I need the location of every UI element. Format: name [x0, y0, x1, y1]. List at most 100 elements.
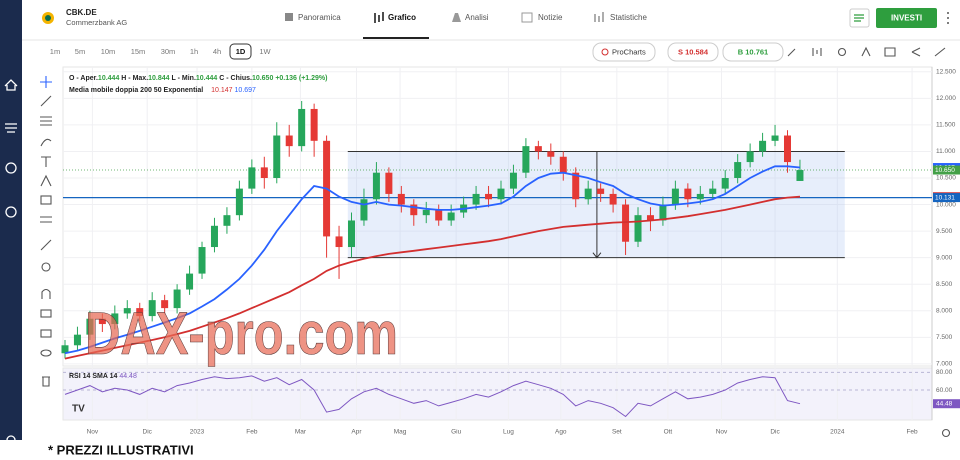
- procharts-label[interactable]: ProCharts: [612, 47, 646, 56]
- watchlist-icon: [854, 14, 864, 22]
- y-tick-label: 10.500: [936, 175, 956, 182]
- camera-icon[interactable]: [884, 47, 896, 57]
- candle-body: [671, 188, 679, 205]
- timeframe[interactable]: 1W: [259, 47, 271, 56]
- fullscreen-icon[interactable]: [934, 47, 946, 57]
- candle-body: [497, 188, 505, 200]
- candle-body: [796, 170, 804, 181]
- lock-tool[interactable]: [40, 309, 52, 318]
- timeframe[interactable]: 10m: [101, 47, 116, 56]
- drawing-tools: [40, 76, 52, 387]
- ruler-tool[interactable]: [40, 239, 52, 251]
- menu-dot[interactable]: [947, 17, 949, 19]
- candle-body: [609, 193, 617, 205]
- line-layer: [64, 165, 801, 418]
- tab[interactable]: Notizie: [538, 13, 563, 22]
- timeframe[interactable]: 30m: [161, 47, 176, 56]
- candle-body: [310, 108, 318, 141]
- company-name: Commerzbank AG: [66, 18, 127, 27]
- settings-icon[interactable]: [6, 435, 16, 445]
- rsi-legend: RSI 14 SMA 14 44.48: [69, 373, 137, 380]
- pattern-tool[interactable]: [40, 174, 52, 187]
- candle-body: [61, 345, 69, 354]
- timeframe-active-box[interactable]: [229, 43, 252, 60]
- y-tick-label: 12.000: [936, 95, 956, 102]
- tab[interactable]: Analisi: [465, 13, 489, 22]
- delete-tool[interactable]: [42, 376, 50, 387]
- candle-body: [584, 188, 592, 200]
- candle-body: [696, 193, 704, 200]
- candle-body: [298, 108, 306, 147]
- tab-icon: [285, 13, 293, 21]
- share-icon[interactable]: [911, 47, 921, 57]
- candle-body: [360, 199, 368, 221]
- text-tool[interactable]: [41, 156, 51, 167]
- timeframe[interactable]: 5m: [75, 47, 85, 56]
- settings-icon[interactable]: [837, 47, 847, 57]
- side-nav: [0, 0, 22, 440]
- home-icon[interactable]: [4, 79, 18, 91]
- tab[interactable]: Statistiche: [610, 13, 647, 22]
- candle-body: [136, 308, 144, 317]
- tab-icon: [452, 13, 461, 22]
- magnet-tool[interactable]: [41, 288, 51, 300]
- forecast-tool[interactable]: [40, 195, 52, 205]
- timeframe[interactable]: 4h: [213, 47, 221, 56]
- menu-dot[interactable]: [947, 12, 949, 14]
- candle-body: [547, 151, 555, 157]
- candle-body: [534, 146, 542, 152]
- measure-tool[interactable]: [40, 216, 52, 223]
- price-tag-label: 10.131: [935, 195, 955, 202]
- tab-active[interactable]: Grafico: [388, 13, 416, 22]
- label-layer: 12.500 12.000 11.500 11.000 10.500 10.000 9.50…: [87, 68, 960, 436]
- x-tick-label: Nov: [87, 429, 99, 436]
- indicator-icon[interactable]: [812, 48, 822, 56]
- brush-tool[interactable]: [40, 138, 52, 147]
- invest-button[interactable]: [876, 8, 937, 28]
- candle-body: [260, 167, 268, 178]
- zoom-tool[interactable]: [41, 262, 51, 272]
- timeframe-active[interactable]: 1D: [236, 47, 246, 56]
- ohlc-legend: O - Aper.10.444 H - Max.10.844 L - Min.1…: [69, 75, 327, 82]
- ma-legend-title: Media mobile doppia 200 50 Exponential: [69, 87, 203, 94]
- candle-body: [273, 135, 281, 178]
- rsi-panel: [62, 367, 933, 421]
- crosshair-tool[interactable]: [40, 76, 52, 88]
- candle-body: [622, 204, 630, 242]
- timeframe[interactable]: 1h: [190, 47, 198, 56]
- x-tick-label: 2024: [830, 429, 845, 436]
- tab-icon: [374, 12, 384, 23]
- x-tick-label: Lug: [503, 429, 514, 436]
- invest-button-label[interactable]: INVESTI: [891, 14, 922, 23]
- buy-price[interactable]: B 10.761: [738, 47, 768, 56]
- markets-icon[interactable]: [5, 123, 17, 133]
- timeframe[interactable]: 15m: [131, 47, 146, 56]
- sell-price[interactable]: S 10.584: [678, 47, 709, 56]
- ohlc-value: 10.844: [148, 75, 170, 82]
- y-tick-label: 11.500: [936, 122, 956, 129]
- visibility-tool[interactable]: [40, 349, 52, 357]
- portfolio-icon[interactable]: [5, 162, 17, 174]
- line-tool[interactable]: [40, 95, 52, 107]
- candle-body: [709, 188, 717, 194]
- procharts-button[interactable]: [592, 42, 656, 62]
- watermark: DAX-pro.com: [85, 300, 398, 367]
- chart-settings-icon[interactable]: [941, 428, 951, 438]
- tradingview-logo: TV: [72, 404, 85, 415]
- sell-button[interactable]: [667, 42, 719, 62]
- menu-dot[interactable]: [947, 22, 949, 24]
- compare-icon[interactable]: [861, 46, 871, 57]
- buy-button[interactable]: [722, 42, 784, 62]
- tab[interactable]: Panoramica: [298, 13, 341, 22]
- fib-tool[interactable]: [40, 116, 52, 126]
- candle-body: [348, 220, 356, 248]
- ohlc-label: C - Chius.: [219, 75, 252, 82]
- draw-icon[interactable]: [787, 48, 796, 57]
- explore-icon[interactable]: [5, 206, 17, 218]
- price-panel: [62, 66, 933, 367]
- candle-body: [783, 135, 791, 163]
- candle-body: [73, 334, 81, 346]
- lock-all-tool[interactable]: [40, 329, 52, 338]
- timeframe[interactable]: 1m: [50, 47, 60, 56]
